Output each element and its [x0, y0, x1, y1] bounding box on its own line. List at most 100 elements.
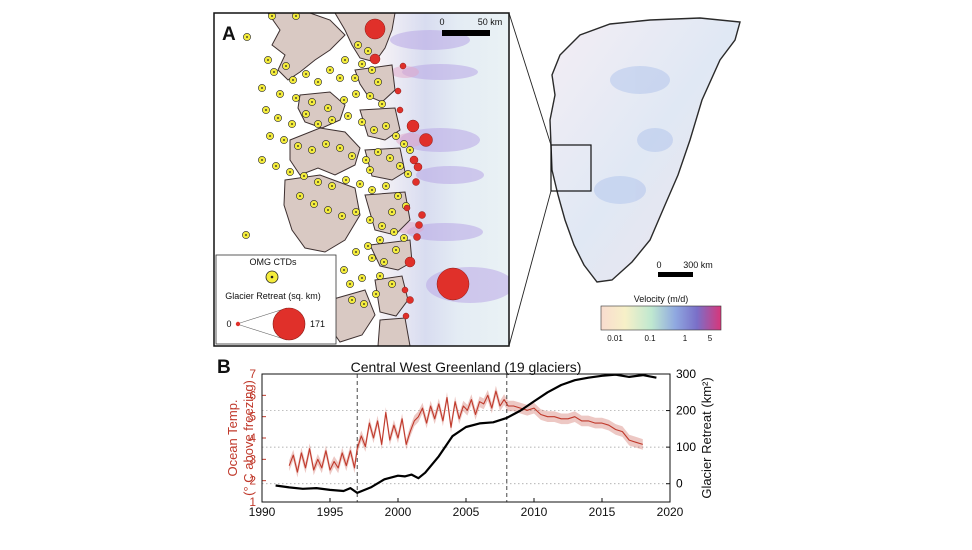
ctd-marker [270, 68, 278, 76]
legend-ctd-title: OMG CTDs [250, 257, 297, 267]
ctd-marker [258, 84, 266, 92]
ctd-marker [340, 96, 348, 104]
ctd-marker [324, 104, 332, 112]
ctd-marker [342, 176, 350, 184]
glacier-retreat-circle [412, 178, 420, 186]
scale-large-end: 300 km [683, 260, 713, 270]
ctd-marker [356, 180, 364, 188]
zoom-line-top [508, 12, 552, 146]
ctd-marker [314, 120, 322, 128]
ctd-marker [366, 166, 374, 174]
scale-small-zero: 0 [439, 17, 444, 27]
y-right-label: Glacier Retreat (km²) [699, 377, 714, 498]
inset-box [550, 144, 592, 192]
ctd-marker [264, 56, 272, 64]
x-tick-label: 2015 [589, 505, 616, 519]
legend-retreat-small [235, 321, 241, 327]
ctd-marker [322, 140, 330, 148]
ctd-marker [364, 47, 372, 55]
velocity-tick-1: 0.1 [644, 334, 656, 343]
ctd-marker [358, 118, 366, 126]
zoom-line-bottom [508, 190, 552, 347]
glacier-retreat-circle [364, 18, 386, 40]
ctd-marker [376, 236, 384, 244]
glacier-retreat-circle [406, 119, 420, 133]
glacier-retreat-circle [403, 204, 411, 212]
map-legend: OMG CTDs Glacier Retreat (sq. km) 0 171 [215, 254, 337, 345]
legend-retreat-title: Glacier Retreat (sq. km) [225, 291, 321, 301]
glacier-retreat-circle [402, 312, 410, 320]
velocity-title: Velocity (m/d) [634, 294, 689, 304]
velocity-tick-2: 1 [683, 334, 688, 343]
ctd-marker [362, 156, 370, 164]
y-right-tick-label: 100 [676, 440, 696, 454]
ctd-marker [346, 280, 354, 288]
glacier-retreat-circle [369, 53, 381, 65]
x-tick-label: 1990 [249, 505, 276, 519]
ctd-marker [378, 222, 386, 230]
chart-title: Central West Greenland (19 glaciers) [351, 359, 582, 375]
ctd-marker [394, 192, 402, 200]
glacier-retreat-line [275, 373, 657, 494]
ctd-marker [266, 132, 274, 140]
ctd-marker [400, 234, 408, 242]
ctd-marker [336, 74, 344, 82]
glacier-retreat-circle [419, 133, 433, 147]
ctd-marker [382, 122, 390, 130]
y-right-tick-label: 200 [676, 404, 696, 418]
y-left-tick-label: 6 [249, 388, 256, 402]
temperature-uncertainty-band [289, 385, 643, 478]
ctd-marker [336, 144, 344, 152]
ctd-marker [314, 78, 322, 86]
ctd-marker [392, 246, 400, 254]
x-tick-label: 2000 [385, 505, 412, 519]
ctd-marker [366, 216, 374, 224]
ctd-marker [400, 140, 408, 148]
ctd-marker [368, 254, 376, 262]
ctd-marker [352, 208, 360, 216]
ctd-marker [404, 170, 412, 178]
greenland-shape [549, 17, 741, 283]
chart-frame [261, 373, 671, 503]
glacier-retreat-circle [413, 162, 423, 172]
ctd-marker [396, 162, 404, 170]
velocity-colorbar: Velocity (m/d) 0.01 0.1 1 5 [600, 294, 722, 343]
glacier-retreat-circle [418, 211, 426, 219]
ctd-marker [358, 60, 366, 68]
ctd-marker [360, 300, 368, 308]
map-frame [213, 12, 510, 347]
velocity-tick-0: 0.01 [607, 334, 623, 343]
ctd-marker [288, 120, 296, 128]
ctd-marker [292, 13, 300, 20]
y-left-tick-label: 2 [249, 474, 256, 488]
ctd-marker [390, 228, 398, 236]
ctd-marker [354, 41, 362, 49]
legend-retreat-max: 171 [310, 319, 325, 329]
y-left-tick-label: 1 [249, 495, 256, 509]
ctd-marker [370, 126, 378, 134]
ctd-marker [388, 208, 396, 216]
ctd-marker [386, 154, 394, 162]
ctd-marker [302, 110, 310, 118]
glacier-retreat-circle [394, 87, 402, 95]
glacier-retreat-circle [404, 256, 416, 268]
glacier-retreat-circle [401, 286, 409, 294]
ctd-marker [376, 272, 384, 280]
y-left-tick-label: 7 [249, 367, 256, 381]
ctd-marker [382, 182, 390, 190]
map-panel: A 0 50 km OMG CTDs Glacier Retreat (sq. … [213, 12, 510, 347]
ctd-marker [302, 70, 310, 78]
glacier-retreat-circle [436, 267, 470, 301]
y-left-label-line2: (° C above freezing) [241, 380, 256, 496]
y-left-label-line1: Ocean Temp. [225, 399, 240, 476]
ctd-marker [368, 66, 376, 74]
panel-a-label: A [222, 24, 236, 45]
y-right-tick-label: 0 [676, 477, 683, 491]
chart-area: 1990 1995 2000 2005 2010 2015 2020 1 2 3 4 5 6 7 0 100 2… [249, 367, 697, 519]
ctd-marker [242, 231, 250, 239]
ocean-temperature-line [288, 390, 643, 473]
glacier-retreat-circle [415, 221, 423, 229]
glacier-retreat-circle [399, 62, 407, 70]
scale-small-end: 50 km [478, 17, 503, 27]
ctd-marker [262, 106, 270, 114]
